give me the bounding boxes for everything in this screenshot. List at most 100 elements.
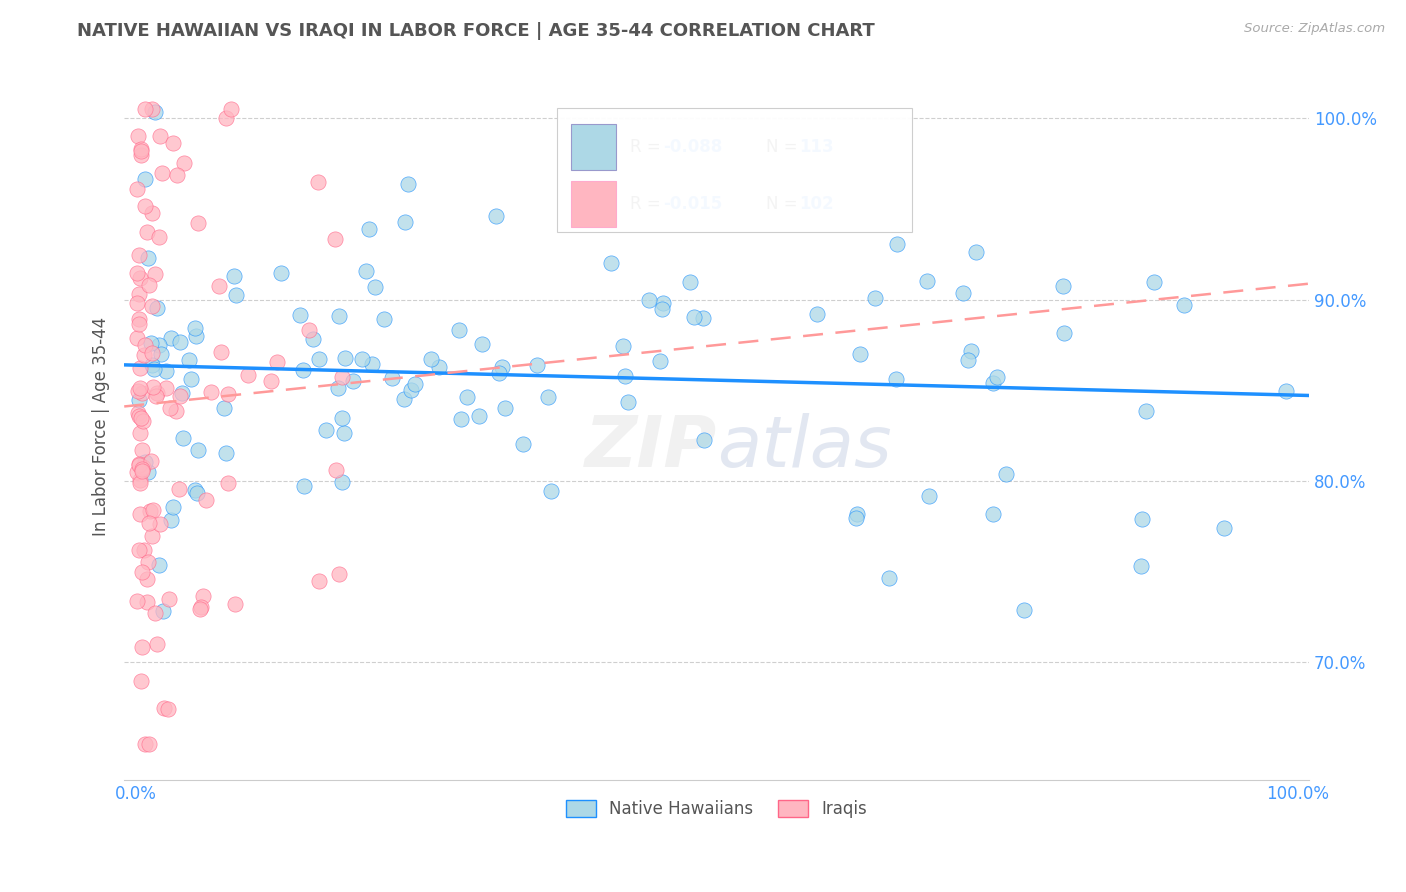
Point bbox=[173, 156, 195, 170]
Point bbox=[131, 386, 153, 401]
Text: N =: N = bbox=[766, 194, 803, 213]
Point bbox=[180, 371, 202, 385]
Point bbox=[129, 382, 152, 396]
Point bbox=[131, 411, 153, 425]
Point bbox=[162, 136, 184, 150]
Point bbox=[1275, 384, 1298, 398]
Point bbox=[373, 312, 395, 326]
Point bbox=[401, 383, 423, 397]
Point bbox=[217, 386, 239, 401]
Point bbox=[128, 318, 150, 332]
Point bbox=[148, 558, 170, 573]
Point bbox=[184, 321, 207, 335]
Point bbox=[128, 248, 150, 262]
Point bbox=[364, 280, 387, 294]
Text: -0.015: -0.015 bbox=[664, 194, 723, 213]
Point bbox=[128, 458, 150, 472]
Point bbox=[143, 606, 166, 620]
Point bbox=[127, 384, 149, 398]
Point bbox=[396, 178, 419, 192]
Point bbox=[328, 381, 350, 395]
Point bbox=[139, 504, 162, 518]
Point bbox=[200, 384, 222, 399]
Point bbox=[132, 348, 155, 362]
Point bbox=[394, 215, 416, 229]
FancyBboxPatch shape bbox=[571, 181, 616, 227]
Point bbox=[141, 358, 163, 372]
Point bbox=[125, 594, 148, 608]
Point bbox=[485, 210, 508, 224]
Point bbox=[167, 482, 190, 496]
Point bbox=[986, 370, 1008, 384]
Point bbox=[679, 275, 702, 289]
Point bbox=[146, 386, 169, 401]
Point bbox=[152, 604, 174, 618]
Point bbox=[141, 529, 163, 543]
Point bbox=[332, 410, 354, 425]
Point bbox=[981, 376, 1004, 390]
Point bbox=[849, 346, 872, 360]
Point bbox=[683, 310, 706, 325]
Point bbox=[884, 372, 907, 386]
Point bbox=[128, 361, 150, 376]
Point bbox=[1212, 521, 1234, 535]
Point bbox=[965, 244, 987, 259]
Point bbox=[127, 182, 149, 196]
Point bbox=[166, 168, 188, 182]
Point bbox=[952, 286, 974, 301]
Point bbox=[149, 517, 172, 532]
Point bbox=[129, 271, 152, 285]
Point bbox=[288, 308, 311, 322]
Point bbox=[333, 351, 356, 365]
Point bbox=[333, 426, 356, 441]
Point bbox=[136, 572, 159, 586]
Point bbox=[134, 171, 156, 186]
Point bbox=[125, 465, 148, 479]
Point bbox=[128, 392, 150, 407]
Point bbox=[159, 401, 181, 415]
Point bbox=[612, 339, 634, 353]
Point bbox=[297, 323, 319, 337]
Point bbox=[128, 409, 150, 424]
Point bbox=[136, 555, 159, 569]
Point bbox=[149, 129, 172, 144]
Point bbox=[127, 266, 149, 280]
Point bbox=[215, 446, 238, 460]
Point bbox=[960, 344, 983, 359]
Point bbox=[134, 199, 156, 213]
Point bbox=[806, 307, 828, 321]
Point bbox=[134, 102, 156, 116]
Point bbox=[142, 503, 165, 517]
Point bbox=[186, 486, 208, 500]
Point bbox=[540, 484, 562, 499]
Point bbox=[494, 401, 516, 415]
Point bbox=[224, 597, 246, 611]
Point bbox=[184, 329, 207, 343]
Point bbox=[131, 462, 153, 476]
Point bbox=[1135, 404, 1157, 418]
Point bbox=[148, 338, 170, 352]
Point bbox=[184, 483, 207, 497]
Point bbox=[190, 600, 212, 615]
Point bbox=[134, 455, 156, 469]
Point bbox=[152, 700, 174, 714]
Point bbox=[212, 401, 235, 416]
Point bbox=[1053, 326, 1076, 341]
Point bbox=[136, 225, 159, 239]
Point bbox=[128, 543, 150, 558]
Point bbox=[323, 232, 346, 246]
Point bbox=[160, 331, 183, 345]
Point bbox=[224, 268, 246, 283]
FancyBboxPatch shape bbox=[571, 124, 616, 170]
Point bbox=[692, 310, 714, 325]
Point bbox=[125, 296, 148, 310]
Point bbox=[191, 589, 214, 603]
Point bbox=[136, 251, 159, 265]
Point bbox=[1143, 276, 1166, 290]
Point bbox=[512, 437, 534, 451]
Point bbox=[450, 411, 472, 425]
Point bbox=[219, 102, 242, 116]
Point bbox=[291, 362, 314, 376]
Point bbox=[139, 454, 162, 468]
Point bbox=[127, 406, 149, 420]
